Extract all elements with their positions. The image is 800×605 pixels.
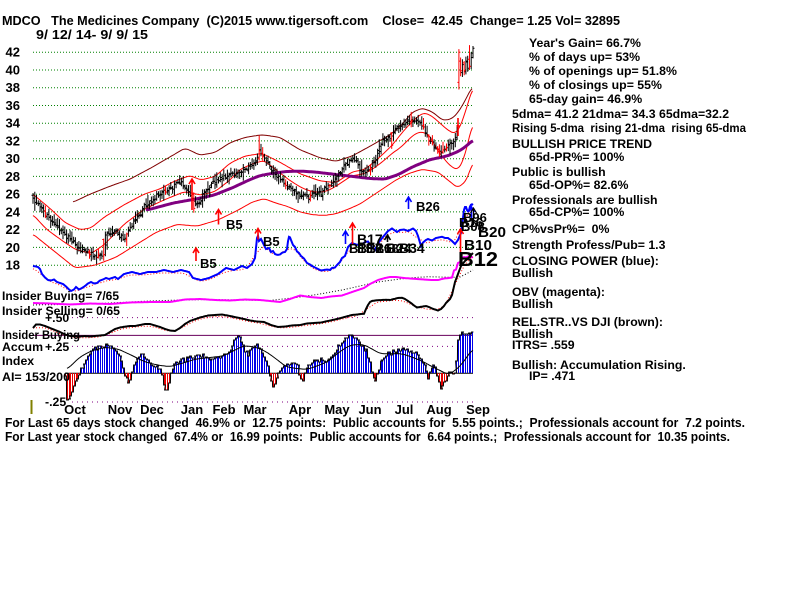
svg-text:B34: B34	[399, 240, 425, 256]
svg-text:B96: B96	[463, 210, 487, 225]
svg-text:Professionals are bullish: Professionals are bullish	[512, 193, 658, 207]
svg-text:B20: B20	[478, 224, 506, 241]
svg-text:28: 28	[6, 169, 20, 184]
svg-text:5dma= 41.2 21dma= 34.3 65dma=3: 5dma= 41.2 21dma= 34.3 65dma=32.2	[512, 107, 729, 121]
svg-text:For Last year stock changed 6: For Last year stock changed 67.4% or 16.…	[5, 429, 730, 444]
svg-text:Index: Index	[2, 354, 34, 368]
svg-text:MDCO The Medicines Company: MDCO The Medicines Company (C)2015 www.t…	[2, 13, 620, 28]
svg-text:65d-PR%= 100%: 65d-PR%= 100%	[529, 150, 624, 164]
svg-text:B5: B5	[226, 217, 243, 232]
svg-text:Public is bullish: Public is bullish	[512, 165, 606, 179]
svg-text:22: 22	[6, 222, 20, 237]
svg-text:Mar: Mar	[243, 402, 266, 417]
svg-text:AI= 153/200: AI= 153/200	[2, 370, 70, 384]
svg-text:CP%vsPr%= 0%: CP%vsPr%= 0%	[512, 222, 609, 236]
svg-text:Bullish: Accumulation Rising.: Bullish: Accumulation Rising.	[512, 358, 686, 372]
svg-text:32: 32	[6, 133, 20, 148]
svg-text:65-day gain= 46.9%: 65-day gain= 46.9%	[529, 92, 642, 106]
svg-text:65d-OP%= 82.6%: 65d-OP%= 82.6%	[529, 178, 629, 192]
svg-text:40: 40	[6, 62, 20, 77]
svg-text:20: 20	[6, 240, 20, 255]
svg-text:24: 24	[6, 204, 21, 219]
svg-text:Rising 5-dma rising 21-dma r: Rising 5-dma rising 21-dma rising 65-dma	[512, 121, 746, 135]
svg-text:Sep: Sep	[466, 402, 490, 417]
svg-text:B12: B12	[458, 249, 498, 271]
svg-text:Bullish: Bullish	[512, 327, 553, 341]
svg-text:OBV (magenta):: OBV (magenta):	[512, 285, 605, 299]
svg-text:26: 26	[6, 187, 20, 202]
svg-text:Jun: Jun	[358, 402, 381, 417]
svg-text:B24: B24	[386, 240, 412, 256]
svg-text:IP= .471: IP= .471	[529, 369, 575, 383]
svg-text:+.25: +.25	[45, 340, 69, 354]
svg-text:-.25: -.25	[45, 395, 66, 409]
svg-text:Insider Buying: Insider Buying	[2, 328, 80, 342]
svg-text:Jan: Jan	[181, 402, 203, 417]
svg-text:% of closings up= 55%: % of closings up= 55%	[529, 78, 662, 92]
svg-text:Oct: Oct	[64, 402, 86, 417]
svg-text:+.50: +.50	[45, 311, 69, 325]
svg-text:B18: B18	[375, 241, 399, 256]
svg-text:Bullish: Bullish	[512, 266, 553, 280]
svg-text:36: 36	[6, 98, 20, 113]
svg-text:B16: B16	[366, 240, 392, 256]
svg-text:Bullish: Bullish	[512, 297, 553, 311]
svg-text:B26: B26	[416, 199, 440, 214]
svg-text:B08: B08	[461, 219, 485, 234]
svg-text:Apr: Apr	[289, 402, 311, 417]
svg-text:Nov: Nov	[108, 402, 133, 417]
svg-text:BULLISH PRICE TREND: BULLISH PRICE TREND	[512, 137, 652, 151]
svg-text:B10: B10	[464, 237, 492, 254]
svg-text:Accum: Accum	[2, 340, 43, 354]
svg-text:18: 18	[6, 258, 20, 273]
svg-text:% of openings up= 51.8%: % of openings up= 51.8%	[529, 64, 677, 78]
svg-text:Dec: Dec	[140, 402, 164, 417]
svg-text:Strength Profess/Pub= 1.3: Strength Profess/Pub= 1.3	[512, 238, 666, 252]
svg-text:Aug: Aug	[426, 402, 451, 417]
svg-text:65d-CP%= 100%: 65d-CP%= 100%	[529, 205, 624, 219]
svg-text:B5: B5	[200, 256, 217, 271]
svg-text:30: 30	[6, 151, 20, 166]
svg-text:Feb: Feb	[212, 402, 235, 417]
svg-text:B16: B16	[459, 215, 483, 230]
svg-text:Insider Selling= 0/65: Insider Selling= 0/65	[2, 304, 120, 318]
svg-text:9/ 12/ 14- 9/ 9/ 15: 9/ 12/ 14- 9/ 9/ 15	[36, 27, 148, 42]
svg-text:ITRS= .559: ITRS= .559	[512, 338, 575, 352]
svg-text:38: 38	[6, 80, 20, 95]
svg-text:Insider Buying= 7/65: Insider Buying= 7/65	[2, 289, 119, 303]
svg-text:B15: B15	[349, 241, 373, 256]
svg-text:34: 34	[6, 116, 21, 131]
svg-text:B17: B17	[357, 231, 383, 247]
svg-text:% of days up= 53%: % of days up= 53%	[529, 50, 640, 64]
svg-text:B17: B17	[357, 240, 383, 256]
svg-text:May: May	[324, 402, 350, 417]
svg-text:B5: B5	[263, 234, 280, 249]
svg-text:REL.STR..VS DJI (brown):: REL.STR..VS DJI (brown):	[512, 315, 663, 329]
svg-text:CLOSING POWER (blue):: CLOSING POWER (blue):	[512, 254, 659, 268]
svg-text:For Last 65 days stock changed: For Last 65 days stock changed 46.9% or …	[5, 415, 745, 430]
svg-text:Year's Gain= 66.7%: Year's Gain= 66.7%	[529, 36, 641, 50]
svg-text:42: 42	[6, 45, 20, 60]
svg-text:Jul: Jul	[395, 402, 414, 417]
